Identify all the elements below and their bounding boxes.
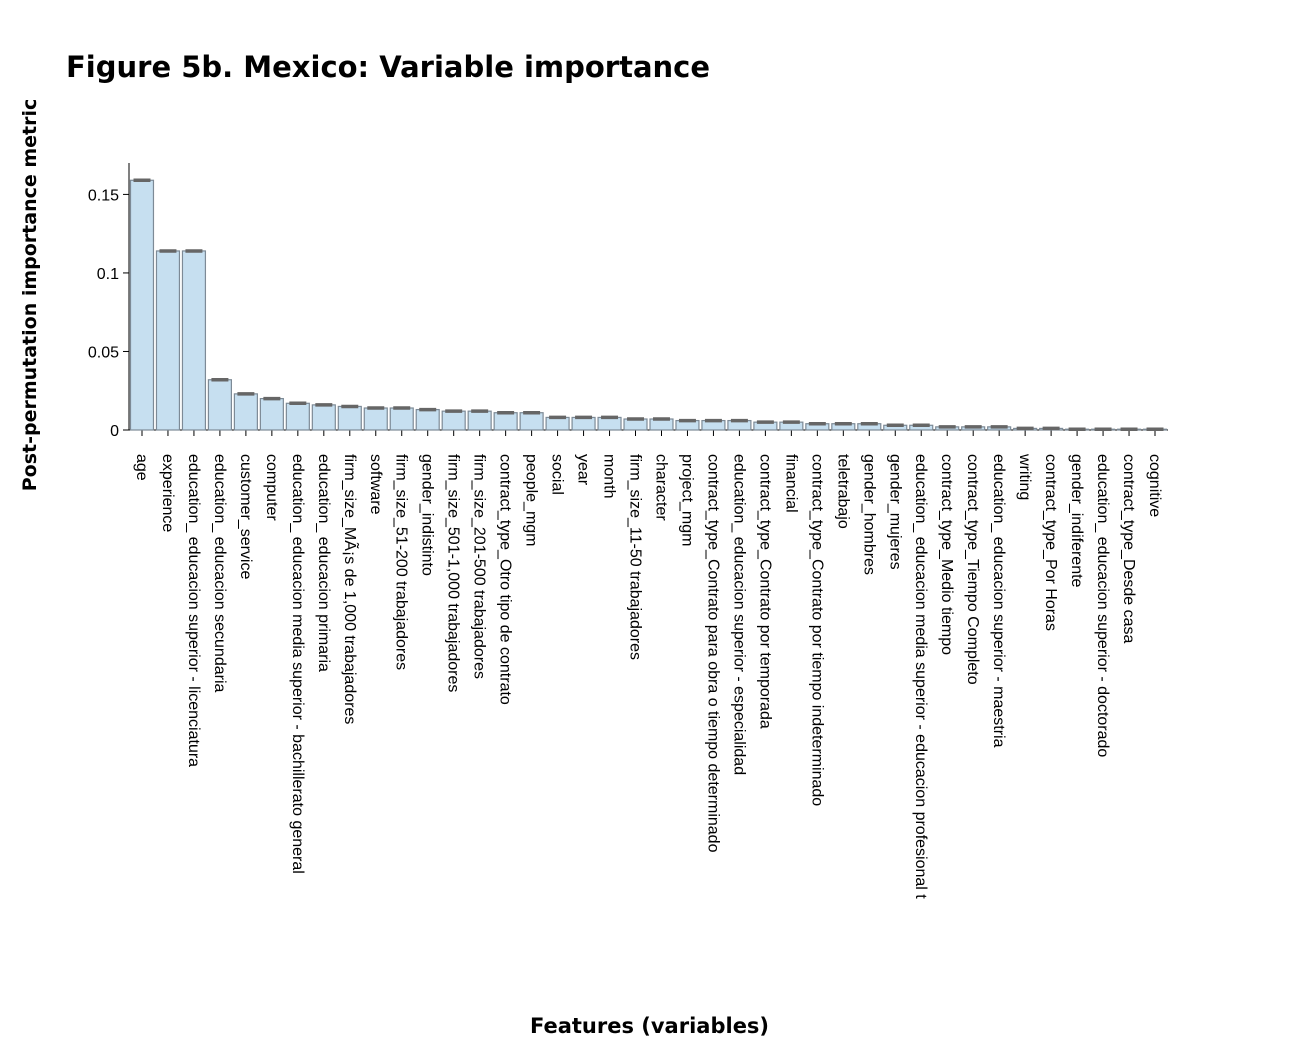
category-label: project_mgm (678, 454, 695, 546)
category-label: firm_size_MÃ¡s de 1,000 trabajadores (341, 454, 361, 724)
category-label: character (652, 454, 669, 521)
category-label: experience (159, 454, 176, 532)
bar (311, 404, 336, 431)
bar (571, 416, 596, 431)
bar (545, 416, 570, 431)
category-label: firm_size_11-50 trabajadores (627, 454, 644, 660)
category-label: age (133, 454, 150, 481)
bar (441, 410, 466, 431)
category-label: year (575, 454, 592, 486)
y-tick-label: 0.05 (88, 344, 119, 361)
y-tick-label: 0.15 (88, 187, 119, 204)
category-label: education_ educacion media superior - ed… (912, 454, 929, 899)
bar (519, 412, 544, 431)
category-label: contract_type_Desde casa (1120, 454, 1137, 644)
category-label: education_ educacion secundaria (211, 454, 228, 693)
bar (233, 393, 258, 431)
category-label: contract_type_Otro tipo de contrato (497, 454, 514, 705)
category-label: education_ educacion superior - maestria (990, 454, 1007, 748)
bar (363, 407, 388, 431)
bar (259, 397, 284, 431)
bar (597, 416, 622, 431)
bar (415, 408, 440, 431)
category-label: gender_indistinto (419, 454, 436, 576)
bars (129, 178, 1168, 431)
category-label: financial (782, 454, 799, 513)
category-label: gender_hombres (860, 454, 877, 575)
category-label: education_ educacion superior - doctorad… (1094, 454, 1111, 757)
category-label: firm_size_501-1,000 trabajadores (445, 454, 462, 692)
bar (337, 405, 362, 431)
category-label: education_ educacion primaria (315, 454, 332, 672)
category-label: education_ educacion superior - especial… (730, 454, 747, 775)
category-label: education_ educacion superior - licencia… (185, 454, 202, 767)
category-label: customer_service (237, 454, 254, 579)
bar (181, 250, 207, 431)
x-axis-title-text: Features (variables) (529, 1014, 770, 1038)
x-axis-title: Features (variables) (0, 1014, 1299, 1038)
category-label: computer (263, 454, 280, 521)
category-label: social (549, 454, 566, 495)
y-tick-label: 0 (110, 423, 119, 440)
category-label: cognitive (1146, 454, 1163, 517)
category-label: firm_size_201-500 trabajadores (471, 454, 488, 679)
category-labels: age experience education_ educacion superi… (133, 453, 1163, 899)
category-label: contract_type_Tiempo Completo (964, 454, 981, 685)
y-tick-label: 0.1 (97, 266, 119, 283)
bar (467, 410, 492, 431)
category-label: contract_type_Por Horas (1042, 454, 1059, 631)
bar (285, 402, 310, 431)
bar (493, 412, 518, 431)
category-label: contract_type_Contrato para obra o tiemp… (704, 454, 721, 853)
category-label: education_ educacion media superior - ba… (289, 454, 306, 874)
bar (207, 379, 233, 431)
category-label: month (601, 454, 618, 498)
category-label: contract_type_Medio tiempo (938, 454, 955, 655)
category-label: writing (1016, 453, 1033, 500)
bar (155, 250, 181, 431)
category-label: contract_type_Contrato por tiempo indete… (808, 454, 825, 806)
bar (129, 179, 155, 431)
category-label: gender_mujeres (886, 454, 903, 570)
category-label: gender_indiferente (1068, 454, 1085, 588)
category-label: teletrabajo (834, 454, 851, 529)
category-label: software (367, 454, 384, 515)
bar (389, 407, 414, 431)
category-label: firm_size_51-200 trabajadores (393, 454, 410, 670)
category-label: people_mgm (523, 454, 540, 547)
chart-title: Figure 5b. Mexico: Variable importance (66, 50, 711, 84)
category-label: contract_type_Contrato por temporada (756, 454, 773, 729)
